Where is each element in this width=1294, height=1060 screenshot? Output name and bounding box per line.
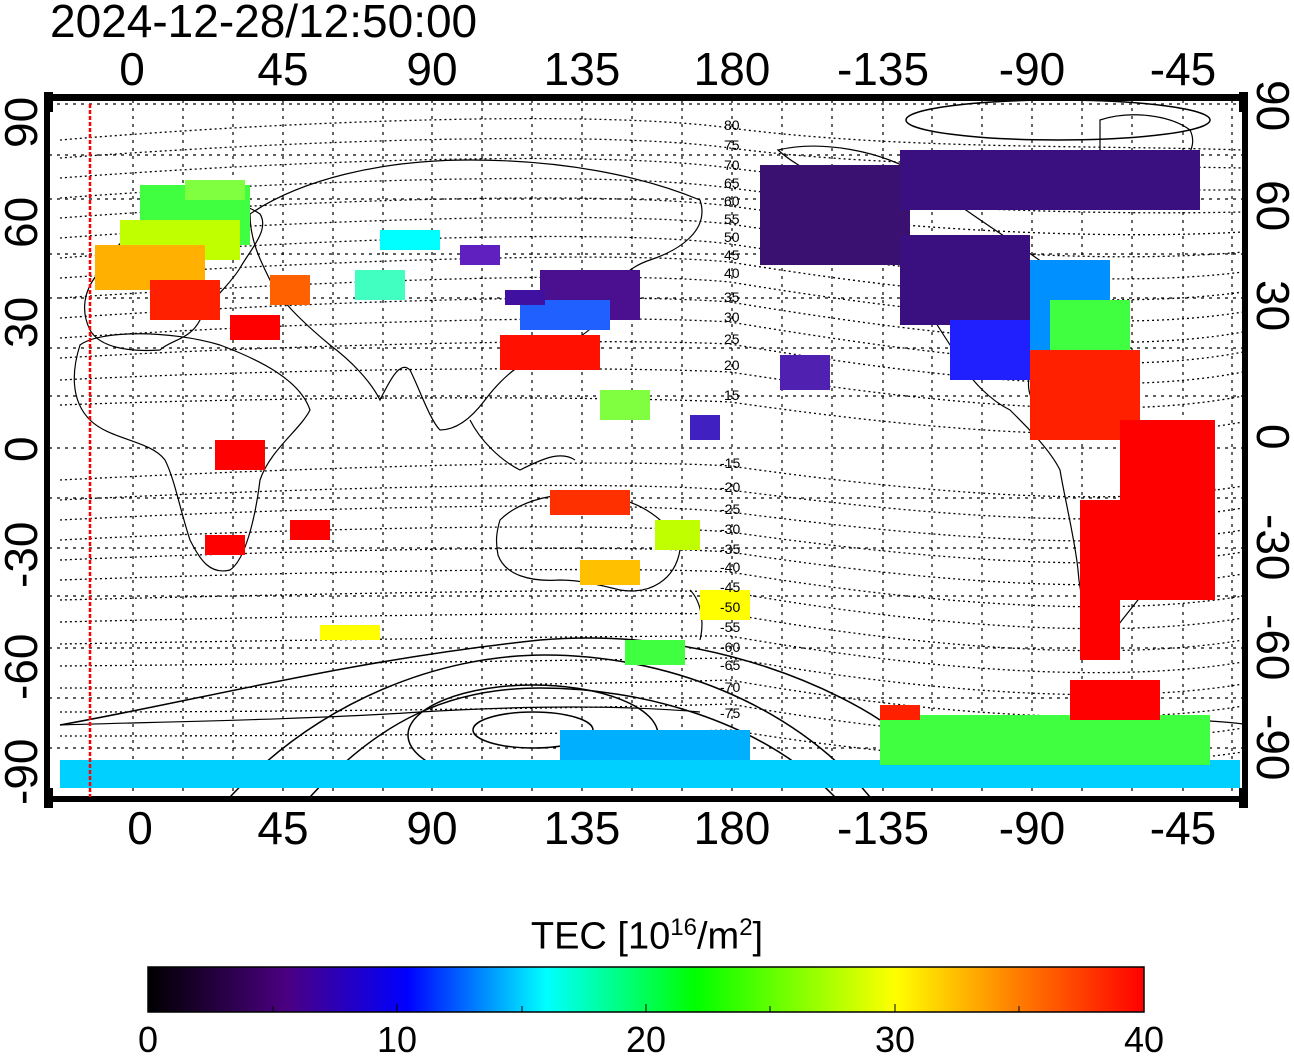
top-lon-tick: 0 bbox=[119, 43, 145, 95]
top-lon-tick: 135 bbox=[543, 43, 621, 95]
top-lon-tick: -135 bbox=[836, 43, 930, 95]
contour-label: 40 bbox=[724, 265, 740, 281]
contour-label: 70 bbox=[724, 157, 740, 173]
colorbar-title-exponent: 16 bbox=[670, 914, 697, 941]
contour-label: 75 bbox=[724, 137, 740, 153]
top-lon-tick: -90 bbox=[998, 43, 1066, 95]
colorbar-tick: 40 bbox=[1123, 1019, 1165, 1060]
colorbar-title-close: ] bbox=[752, 915, 764, 958]
contour-label: -45 bbox=[720, 579, 740, 595]
contour-label: -75 bbox=[720, 705, 740, 721]
contour-label: 25 bbox=[724, 331, 740, 347]
bottom-lon-tick: 180 bbox=[693, 802, 771, 854]
contour-label: -50 bbox=[720, 599, 740, 615]
colorbar-title-unit-exponent: 2 bbox=[739, 914, 753, 941]
contour-label: 65 bbox=[724, 175, 740, 191]
bottom-lon-tick: -90 bbox=[998, 802, 1066, 854]
colorbar-title-main: TEC [10 bbox=[530, 915, 671, 958]
colorbar-tick: 30 bbox=[874, 1019, 916, 1060]
contour-label: -70 bbox=[720, 679, 740, 695]
top-lon-tick: -45 bbox=[1149, 43, 1217, 95]
contour-label: -40 bbox=[720, 559, 740, 575]
bottom-lon-tick: 135 bbox=[543, 802, 621, 854]
contour-label: 60 bbox=[724, 193, 740, 209]
contour-label: -15 bbox=[720, 455, 740, 471]
contour-label: 30 bbox=[724, 309, 740, 325]
contour-label: 20 bbox=[724, 357, 740, 373]
contour-label: 55 bbox=[724, 211, 740, 227]
contour-label: 80 bbox=[724, 117, 740, 133]
contour-label: 50 bbox=[724, 229, 740, 245]
colorbar-tick: 0 bbox=[137, 1019, 159, 1060]
colorbar bbox=[147, 966, 1145, 1013]
top-lon-tick: 45 bbox=[257, 43, 309, 95]
contour-label: -35 bbox=[720, 541, 740, 557]
timestamp: 2024-12-28/12:50:00 bbox=[50, 0, 478, 47]
contour-label: -55 bbox=[720, 619, 740, 635]
contour-label: 45 bbox=[724, 247, 740, 263]
contour-label: -65 bbox=[720, 657, 740, 673]
tec-patches bbox=[60, 150, 1240, 788]
top-lon-tick: 90 bbox=[406, 43, 458, 95]
top-lon-tick: 180 bbox=[693, 43, 771, 95]
colorbar-title-unit: /m bbox=[696, 915, 740, 958]
contour-labels-north: 80 75 70 65 60 55 50 45 40 35 30 25 20 1… bbox=[724, 117, 740, 403]
bottom-lon-tick: 0 bbox=[127, 802, 153, 854]
bottom-lon-tick: 90 bbox=[406, 802, 458, 854]
contour-label: -20 bbox=[720, 479, 740, 495]
contour-label: -30 bbox=[720, 521, 740, 537]
bottom-lon-tick: 45 bbox=[257, 802, 309, 854]
contour-labels-south: -15 -20 -25 -30 -35 -40 -45 -50 -55 -60 … bbox=[720, 455, 740, 721]
contour-label: 15 bbox=[724, 387, 740, 403]
bottom-lon-tick: -135 bbox=[836, 802, 930, 854]
colorbar-tick: 20 bbox=[625, 1019, 667, 1060]
colorbar-title: TEC [1016/m2] bbox=[0, 905, 1294, 960]
contour-label: 35 bbox=[724, 289, 740, 305]
contour-label: -25 bbox=[720, 501, 740, 517]
colorbar-tick: 10 bbox=[376, 1019, 418, 1060]
contour-label: -60 bbox=[720, 639, 740, 655]
bottom-lon-tick: -45 bbox=[1149, 802, 1217, 854]
